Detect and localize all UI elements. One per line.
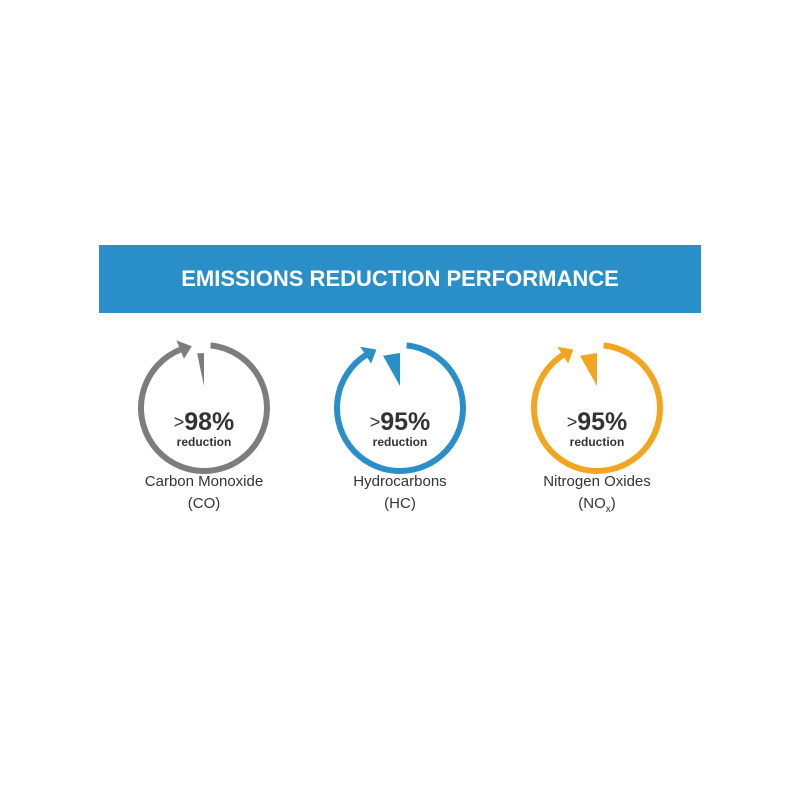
- arc-arrow: [531, 342, 663, 474]
- value-label: >95%: [370, 408, 431, 436]
- arc-arrow: [138, 342, 270, 474]
- unit-label: reduction: [570, 435, 625, 449]
- item-name: Carbon Monoxide: [145, 473, 263, 490]
- item-name: Nitrogen Oxides: [543, 473, 651, 490]
- percent: 98%: [184, 408, 234, 436]
- value-label: >95%: [567, 408, 628, 436]
- item-abbr: (CO): [188, 495, 221, 512]
- prefix: >: [567, 412, 578, 432]
- prefix: >: [174, 412, 185, 432]
- abbr: (CO): [188, 495, 221, 512]
- arc-arrow: [334, 342, 466, 474]
- arrow-head: [176, 340, 192, 359]
- abbr: (HC): [384, 495, 416, 512]
- arrow-head: [360, 346, 377, 364]
- percent: 95%: [577, 408, 627, 436]
- wedge: [580, 353, 597, 386]
- abbr-sub: x: [606, 504, 611, 515]
- item-abbr: (NOx): [578, 495, 616, 515]
- value-label: >98%: [174, 408, 235, 436]
- title: EMISSIONS REDUCTION PERFORMANCE: [181, 266, 619, 291]
- arrow-head: [557, 346, 574, 364]
- item-abbr: (HC): [384, 495, 416, 512]
- unit-label: reduction: [373, 435, 428, 449]
- prefix: >: [370, 412, 381, 432]
- unit-label: reduction: [177, 435, 232, 449]
- wedge: [197, 353, 204, 386]
- item-name: Hydrocarbons: [353, 473, 446, 490]
- abbr: (NO: [578, 495, 606, 512]
- wedge: [383, 353, 400, 386]
- percent: 95%: [380, 408, 430, 436]
- abbr-end: ): [611, 495, 616, 512]
- title-banner: [99, 245, 701, 313]
